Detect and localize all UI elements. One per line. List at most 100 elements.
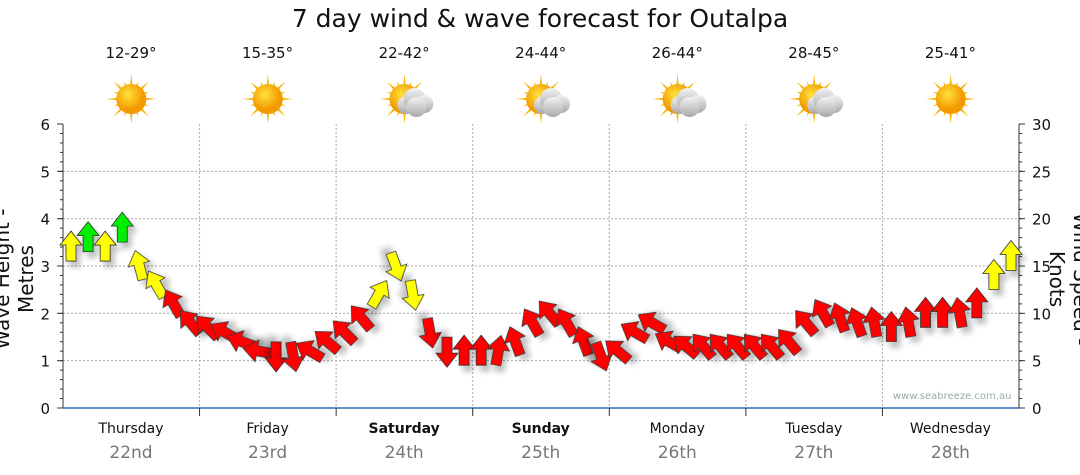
- wind-arrow-shape: [110, 211, 135, 243]
- wind-arrow-shape: [605, 340, 633, 365]
- temperature-range: 15-35°: [242, 44, 294, 62]
- wind-arrow-shape: [469, 334, 494, 366]
- wind-arrow: [726, 333, 751, 361]
- partly-cloudy-icon: [652, 74, 707, 124]
- wind-arrow: [401, 279, 425, 311]
- wind-arrow-shape: [743, 333, 769, 361]
- day-name: Friday: [246, 421, 289, 437]
- wind-arrow: [930, 296, 955, 328]
- wind-arrow-shape: [673, 335, 701, 360]
- sun-ray: [539, 110, 543, 124]
- wind-arrow-shape: [709, 333, 734, 361]
- wind-arrow: [127, 249, 151, 282]
- wind-arrow: [110, 211, 135, 243]
- wind-arrow: [59, 230, 83, 262]
- y2-tick-label: 25: [1032, 163, 1051, 181]
- wind-arrow: [350, 305, 375, 333]
- sunny-icon: [106, 74, 157, 124]
- wind-arrow-shape: [59, 230, 83, 262]
- wind-arrow-shape: [726, 333, 751, 361]
- wind-arrow-shape: [795, 310, 820, 338]
- wind-arrow-shape: [503, 326, 526, 358]
- wind-arrow-shape: [314, 331, 342, 356]
- y2-tick-label: 5: [1032, 353, 1042, 371]
- sun-ray: [266, 110, 270, 124]
- y-axis-label: Wave Height - Metres: [0, 209, 38, 350]
- sun-ray: [242, 97, 256, 101]
- y-tick-label: 6: [40, 116, 50, 134]
- day-name: Saturday: [368, 421, 440, 437]
- day-date: 26th: [657, 443, 697, 463]
- wind-arrow: [314, 331, 342, 356]
- y-tick-label: 2: [40, 305, 50, 323]
- wind-arrow-shape: [930, 296, 955, 328]
- day-name: Thursday: [98, 421, 164, 437]
- wind-arrow: [605, 340, 633, 365]
- wind-arrow-shape: [401, 279, 425, 311]
- sun-disc: [935, 84, 966, 114]
- wind-arrow-shape: [828, 302, 851, 334]
- wind-arrow: [761, 333, 786, 361]
- day-date: 27th: [794, 443, 834, 463]
- y-tick-label: 4: [40, 211, 50, 229]
- wind-arrow: [743, 333, 769, 361]
- wind-arrow: [862, 306, 886, 338]
- y2-tick-label: 15: [1032, 258, 1051, 276]
- sunny-icon: [925, 74, 976, 124]
- y2-tick-label: 10: [1032, 305, 1051, 323]
- partly-cloudy-icon: [379, 74, 434, 124]
- wind-arrow-shape: [620, 321, 651, 345]
- cloud-icon: [807, 88, 844, 117]
- temperature-range: 25-41°: [924, 44, 976, 62]
- partly-cloudy-icon: [789, 74, 844, 124]
- wind-arrow-shape: [778, 328, 803, 357]
- sun-ray: [962, 97, 976, 101]
- wind-arrow-shape: [295, 340, 326, 364]
- wind-arrow: [964, 287, 989, 319]
- sun-disc: [116, 84, 147, 114]
- wind-arrow: [896, 306, 920, 338]
- wind-arrow-shape: [127, 249, 151, 282]
- sun-ray: [789, 97, 803, 101]
- day-date: 25th: [521, 443, 561, 463]
- sun-ray: [949, 74, 953, 88]
- y2-axis-label: Wind Speed - Knots: [1045, 212, 1080, 346]
- day-name: Monday: [649, 421, 705, 437]
- wind-arrow: [620, 321, 651, 345]
- sun-ray: [379, 97, 393, 101]
- sun-ray: [676, 110, 680, 124]
- wind-arrow-shape: [862, 306, 886, 338]
- wind-arrow: [637, 311, 668, 335]
- wind-arrow-shape: [964, 287, 989, 319]
- wind-arrow: [435, 336, 459, 368]
- wind-arrow: [999, 239, 1023, 271]
- wind-arrow: [332, 320, 359, 347]
- wind-arrow: [795, 310, 820, 338]
- wind-arrow: [295, 340, 326, 364]
- wind-arrow: [913, 296, 938, 328]
- sun-ray: [516, 97, 530, 101]
- sun-disc: [252, 84, 283, 114]
- day-date: 24th: [384, 443, 424, 463]
- wind-arrow-shape: [896, 306, 920, 338]
- wind-arrow-shape: [947, 296, 972, 329]
- sun-ray: [402, 110, 406, 124]
- wind-arrow-shape: [811, 298, 835, 329]
- y2-tick-label: 20: [1032, 211, 1051, 229]
- wind-arrow: [590, 340, 613, 372]
- temperature-range: 28-45°: [788, 44, 840, 62]
- cloud-puff: [406, 97, 427, 117]
- wind-arrow-shape: [93, 230, 118, 262]
- partly-cloudy-icon: [516, 74, 570, 124]
- wind-arrow: [572, 326, 595, 358]
- temperature-range: 22-42°: [378, 44, 430, 62]
- wind-arrow-shape: [590, 340, 613, 372]
- sun-ray: [676, 74, 680, 88]
- sun-ray: [539, 74, 543, 88]
- wind-arrow-shape: [350, 305, 375, 333]
- wind-arrow-shape: [913, 296, 938, 328]
- wind-arrow: [709, 333, 734, 361]
- wind-arrow: [673, 335, 701, 360]
- wind-arrow: [418, 317, 442, 349]
